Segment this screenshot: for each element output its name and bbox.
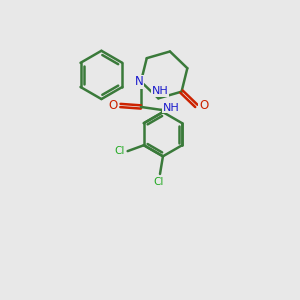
Text: Cl: Cl bbox=[153, 177, 164, 187]
Text: NH: NH bbox=[152, 86, 168, 96]
Text: O: O bbox=[108, 99, 118, 112]
Text: N: N bbox=[135, 75, 144, 88]
Text: O: O bbox=[199, 99, 208, 112]
Text: Cl: Cl bbox=[114, 146, 124, 156]
Text: NH: NH bbox=[163, 103, 179, 113]
